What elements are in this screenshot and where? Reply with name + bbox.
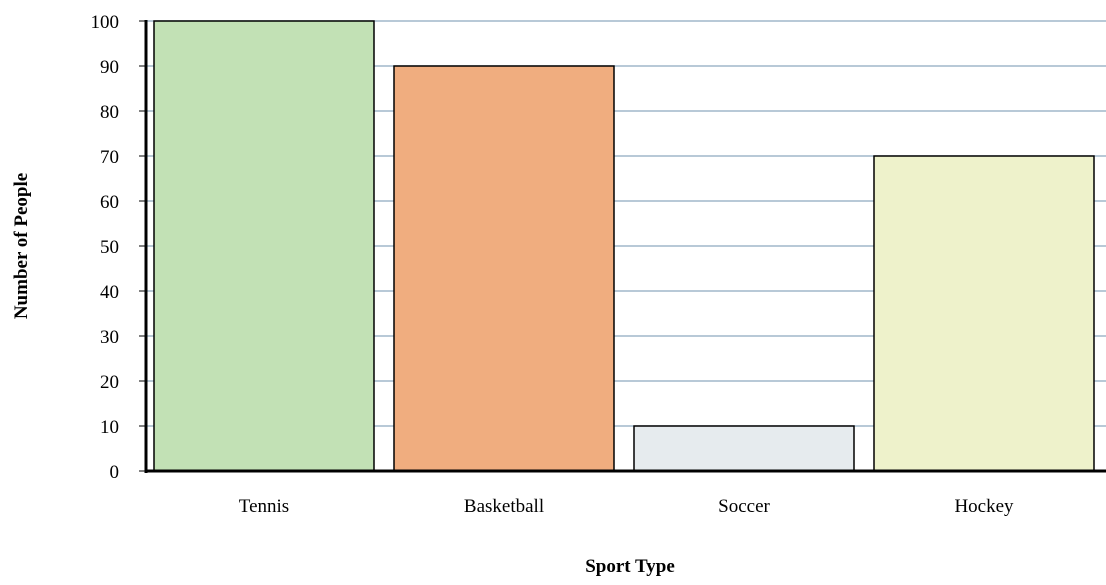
x-category-label: Hockey (954, 496, 1014, 517)
x-axis-title: Sport Type (585, 556, 675, 577)
bar-soccer (633, 425, 855, 472)
x-category-label: Basketball (464, 496, 544, 517)
y-tick-labels: 0 10 20 30 40 50 60 70 80 90 100 (91, 12, 120, 483)
y-tick-label: 50 (100, 237, 119, 258)
bar-hockey (873, 155, 1095, 472)
y-tick-label: 30 (100, 327, 119, 348)
y-tick-label: 40 (100, 282, 119, 303)
y-tick-label: 80 (100, 102, 119, 123)
bar-basketball (393, 65, 615, 472)
y-tick-label: 60 (100, 192, 119, 213)
x-category-labels: Tennis Basketball Soccer Hockey (239, 496, 1014, 517)
y-tick-label: 0 (110, 462, 120, 483)
x-category-label: Soccer (718, 496, 770, 517)
y-tick-label: 10 (100, 417, 119, 438)
y-tick-label: 90 (100, 57, 119, 78)
axes (139, 20, 1106, 473)
y-tick-label: 70 (100, 147, 119, 168)
y-axis-title: Number of People (11, 173, 32, 319)
y-tick-label: 20 (100, 372, 119, 393)
bar-tennis (153, 20, 375, 472)
x-category-label: Tennis (239, 496, 289, 517)
y-tick-label: 100 (91, 12, 120, 33)
